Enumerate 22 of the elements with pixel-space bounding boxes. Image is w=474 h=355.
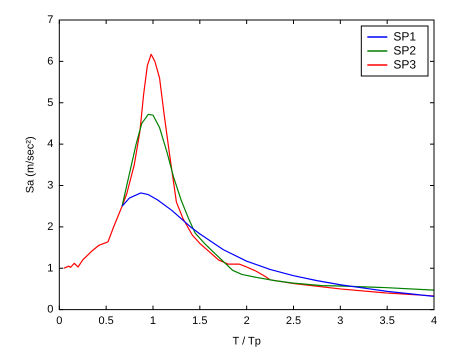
- x-tick-label: 0.5: [98, 315, 114, 328]
- x-tick-label: 2: [244, 315, 250, 328]
- y-tick-label: 6: [47, 55, 54, 68]
- x-axis-title: T / Tp: [232, 335, 261, 348]
- y-tick-label: 0: [47, 304, 54, 316]
- x-tick-label: 1: [150, 315, 156, 328]
- y-tick-label: 5: [47, 96, 54, 109]
- x-tick-label: 2.5: [286, 315, 302, 328]
- legend-label: SP3: [393, 57, 416, 72]
- y-tick-label: 4: [47, 138, 54, 150]
- x-tick-label: 3.5: [380, 315, 395, 328]
- x-tick-label: 3: [337, 315, 344, 328]
- y-tick-label: 1: [47, 262, 54, 274]
- y-axis-title: Sa (m/sec²): [24, 136, 37, 194]
- legend-label: SP1: [393, 29, 416, 44]
- x-tick-label: 4: [430, 315, 438, 328]
- y-tick-label: 2: [47, 220, 54, 233]
- y-tick-label: 3: [47, 180, 54, 192]
- y-tick-label: 7: [47, 14, 54, 26]
- x-tick-label: 1.5: [192, 315, 208, 328]
- x-tick-label: 0: [56, 315, 62, 328]
- legend-label: SP2: [393, 43, 416, 58]
